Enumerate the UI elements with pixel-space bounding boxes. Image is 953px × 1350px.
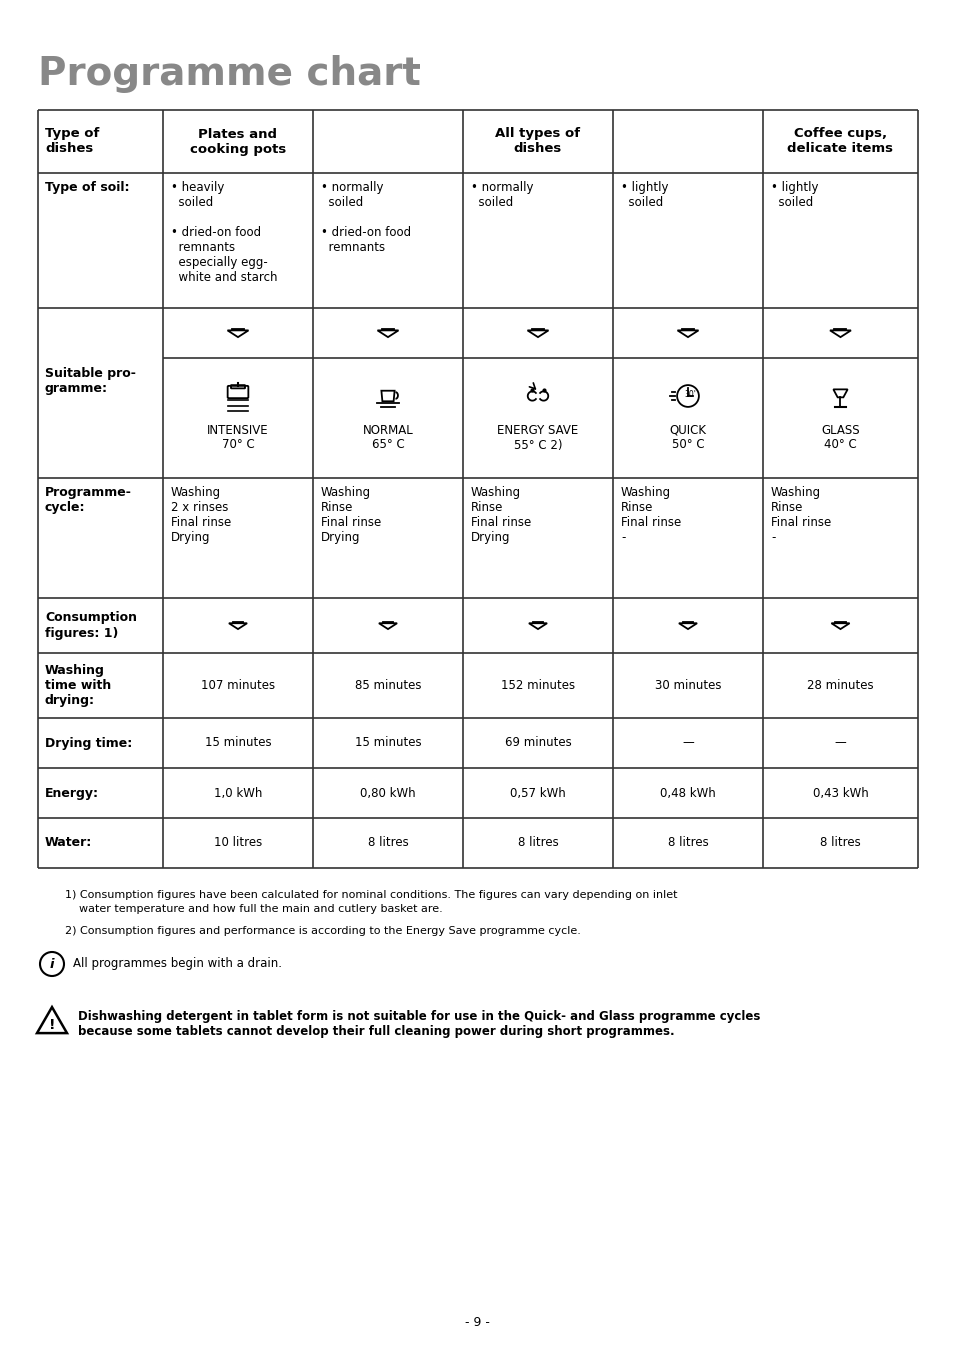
Text: ENERGY SAVE: ENERGY SAVE (497, 424, 578, 436)
Text: Type of
dishes: Type of dishes (45, 127, 99, 155)
Text: 55° C 2): 55° C 2) (514, 439, 561, 451)
Text: 30': 30' (683, 390, 695, 400)
Text: 8 litres: 8 litres (517, 837, 558, 849)
Text: i: i (50, 957, 54, 971)
Text: 107 minutes: 107 minutes (201, 679, 274, 693)
Text: INTENSIVE: INTENSIVE (207, 424, 269, 436)
Text: 69 minutes: 69 minutes (504, 737, 571, 749)
Text: 8 litres: 8 litres (367, 837, 408, 849)
Text: Washing
Rinse
Final rinse
-: Washing Rinse Final rinse - (620, 486, 680, 544)
Text: Type of soil:: Type of soil: (45, 181, 130, 194)
Text: • lightly
  soiled: • lightly soiled (620, 181, 668, 209)
Text: 1,0 kWh: 1,0 kWh (213, 787, 262, 799)
Text: 28 minutes: 28 minutes (806, 679, 873, 693)
Text: Water:: Water: (45, 837, 92, 849)
Text: Programme chart: Programme chart (38, 55, 420, 93)
Text: • lightly
  soiled: • lightly soiled (770, 181, 818, 209)
Text: Washing
time with
drying:: Washing time with drying: (45, 664, 112, 707)
Text: Washing
Rinse
Final rinse
Drying: Washing Rinse Final rinse Drying (320, 486, 381, 544)
Text: Dishwashing detergent in tablet form is not suitable for use in the Quick- and G: Dishwashing detergent in tablet form is … (78, 1010, 760, 1038)
Text: Energy:: Energy: (45, 787, 99, 799)
Text: 15 minutes: 15 minutes (205, 737, 271, 749)
Text: 10 litres: 10 litres (213, 837, 262, 849)
Text: Consumption
figures: 1): Consumption figures: 1) (45, 612, 137, 640)
Text: 152 minutes: 152 minutes (500, 679, 575, 693)
Text: All types of
dishes: All types of dishes (495, 127, 580, 155)
Text: QUICK: QUICK (669, 424, 706, 436)
Text: 0,43 kWh: 0,43 kWh (812, 787, 867, 799)
Text: • normally
  soiled

• dried-on food
  remnants: • normally soiled • dried-on food remnan… (320, 181, 411, 254)
Text: NORMAL: NORMAL (362, 424, 413, 436)
Text: 30 minutes: 30 minutes (654, 679, 720, 693)
Text: 0,48 kWh: 0,48 kWh (659, 787, 715, 799)
Text: Plates and
cooking pots: Plates and cooking pots (190, 127, 286, 155)
Text: • normally
  soiled: • normally soiled (471, 181, 533, 209)
Text: Washing
Rinse
Final rinse
Drying: Washing Rinse Final rinse Drying (471, 486, 531, 544)
Text: 70° C: 70° C (221, 439, 254, 451)
Text: Washing
Rinse
Final rinse
-: Washing Rinse Final rinse - (770, 486, 830, 544)
Text: - 9 -: - 9 - (464, 1315, 489, 1328)
Text: 50° C: 50° C (671, 439, 703, 451)
Text: All programmes begin with a drain.: All programmes begin with a drain. (73, 957, 282, 971)
Text: 2) Consumption figures and performance is according to the Energy Save programme: 2) Consumption figures and performance i… (65, 926, 580, 936)
Text: !: ! (49, 1018, 55, 1031)
Text: 1) Consumption figures have been calculated for nominal conditions. The figures : 1) Consumption figures have been calcula… (65, 890, 677, 900)
Text: Washing
2 x rinses
Final rinse
Drying: Washing 2 x rinses Final rinse Drying (171, 486, 231, 544)
Text: 85 minutes: 85 minutes (355, 679, 421, 693)
Text: 65° C: 65° C (372, 439, 404, 451)
Text: 0,80 kWh: 0,80 kWh (360, 787, 416, 799)
Text: • heavily
  soiled

• dried-on food
  remnants
  especially egg-
  white and sta: • heavily soiled • dried-on food remnant… (171, 181, 277, 284)
Text: 15 minutes: 15 minutes (355, 737, 421, 749)
Text: —: — (681, 737, 693, 749)
Text: Coffee cups,
delicate items: Coffee cups, delicate items (786, 127, 893, 155)
Text: —: — (834, 737, 845, 749)
Text: 8 litres: 8 litres (667, 837, 708, 849)
Text: Suitable pro-
gramme:: Suitable pro- gramme: (45, 367, 135, 396)
Text: Drying time:: Drying time: (45, 737, 132, 749)
Text: water temperature and how full the main and cutlery basket are.: water temperature and how full the main … (65, 904, 442, 914)
Text: 0,57 kWh: 0,57 kWh (510, 787, 565, 799)
Text: 40° C: 40° C (823, 439, 856, 451)
Text: Programme-
cycle:: Programme- cycle: (45, 486, 132, 514)
Text: GLASS: GLASS (821, 424, 859, 436)
Text: 8 litres: 8 litres (820, 837, 860, 849)
